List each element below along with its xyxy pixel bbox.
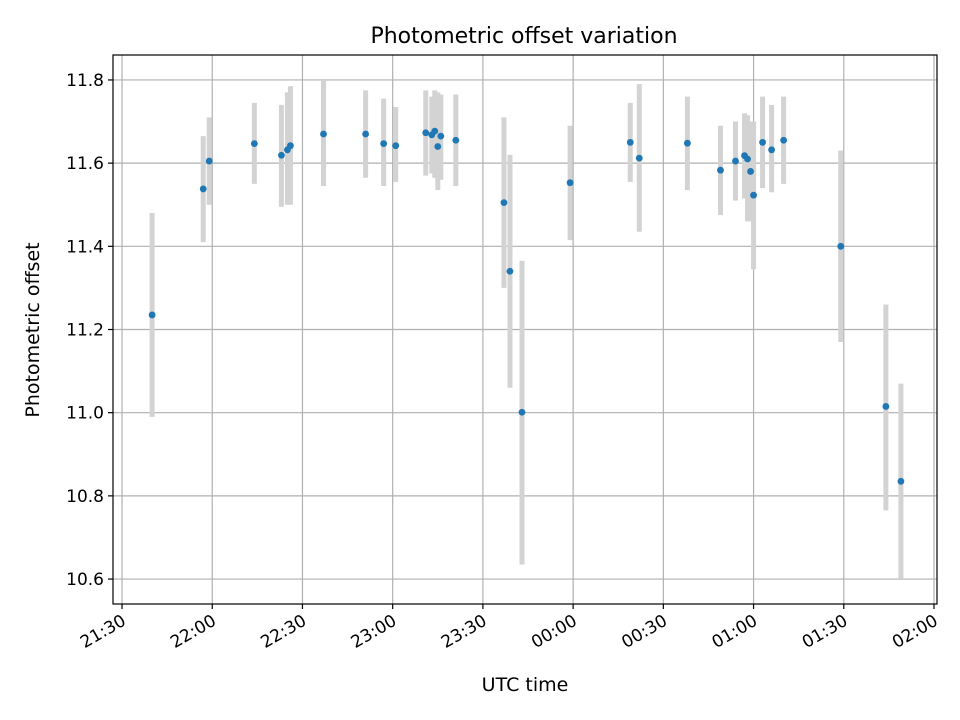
x-tick-label: 01:00	[709, 611, 761, 653]
data-point	[431, 127, 439, 135]
data-point	[392, 142, 400, 150]
data-point	[626, 138, 634, 146]
data-point	[199, 185, 207, 193]
x-tick-label: 23:00	[348, 611, 400, 653]
data-point	[500, 199, 508, 207]
data-point	[278, 151, 285, 159]
grid	[113, 55, 937, 604]
y-tick-label: 10.6	[66, 570, 104, 590]
data-point	[287, 142, 294, 150]
x-tick-label: 23:30	[438, 611, 490, 653]
data-point	[437, 132, 445, 140]
data-point	[759, 138, 766, 146]
data-points	[148, 127, 905, 485]
data-point	[434, 143, 442, 150]
y-tick-label: 11.2	[66, 321, 104, 341]
data-point	[717, 166, 724, 174]
data-point	[205, 157, 213, 165]
data-point	[747, 168, 754, 175]
chart-title: Photometric offset variation	[370, 24, 677, 49]
y-tick-label: 11.0	[66, 404, 104, 424]
data-point	[320, 130, 327, 138]
y-tick-label: 11.6	[66, 154, 104, 174]
data-point	[422, 129, 430, 137]
x-tick-label: 22:30	[258, 611, 310, 653]
data-point	[148, 311, 156, 319]
y-tick-label: 10.8	[66, 487, 104, 507]
x-tick-label: 01:30	[799, 611, 851, 653]
data-point	[780, 136, 788, 144]
data-point	[837, 242, 845, 250]
data-point	[882, 403, 890, 410]
y-tick-label: 11.8	[66, 71, 104, 91]
x-tick-label: 22:00	[167, 611, 219, 653]
data-point	[362, 130, 370, 138]
x-axis-ticks: 21:30 22:00 22:30 23:00 23:30 00:00 00:30 01:00…	[77, 604, 941, 653]
data-point	[768, 146, 775, 154]
data-point	[506, 267, 514, 275]
x-axis-label: UTC time	[482, 674, 569, 696]
x-tick-label: 21:30	[77, 611, 129, 653]
data-point	[635, 154, 643, 162]
data-point	[732, 157, 739, 165]
x-tick-label: 02:00	[889, 611, 941, 653]
data-point	[683, 139, 691, 147]
data-point	[518, 408, 526, 416]
data-point	[750, 191, 757, 199]
x-tick-label: 00:00	[528, 611, 580, 653]
x-tick-label: 00:30	[618, 611, 670, 653]
data-point	[744, 155, 751, 163]
data-point	[566, 179, 574, 187]
y-axis-ticks: 10.6 10.8 11.0 11.2 11.4 11.6 11.8	[66, 71, 113, 590]
y-axis-label: Photometric offset	[22, 242, 44, 417]
data-point	[380, 140, 388, 147]
data-point	[897, 477, 905, 485]
data-point	[250, 140, 258, 147]
y-tick-label: 11.4	[66, 237, 104, 257]
data-point	[452, 136, 460, 144]
